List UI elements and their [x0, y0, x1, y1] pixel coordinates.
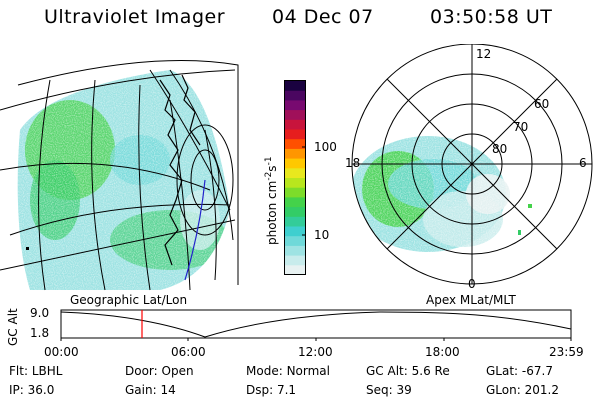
- colorbar-cell: [285, 235, 305, 246]
- status-label: Flt:: [9, 364, 28, 378]
- colorbar-cell: [285, 216, 305, 227]
- lat-lon-grid: [0, 69, 236, 291]
- status-value: 36.0: [27, 383, 55, 397]
- time-label: 03:50:58 UT: [430, 6, 553, 28]
- unit-exp1: -2: [264, 171, 274, 181]
- aurora-emission-polar: [352, 44, 592, 284]
- status-mode: Mode: Normal: [246, 364, 330, 378]
- altitude-ylabel: GC Alt: [6, 308, 20, 346]
- geographic-image-panel: [0, 60, 239, 291]
- colorbar-cell: [285, 138, 305, 149]
- geographic-panel-label: Geographic Lat/Lon: [70, 293, 188, 307]
- time-tick-0600: 06:00: [171, 345, 206, 359]
- colorbar-cell: [285, 158, 305, 169]
- unit-mid: s: [265, 165, 279, 172]
- colorbar-unit-label: photon cm-2s-1: [264, 156, 279, 245]
- colorbar-cell: [285, 119, 305, 130]
- colorbar-cell: [285, 80, 305, 91]
- aurora-emission-left: [17, 70, 230, 290]
- status-value: 7.1: [276, 383, 297, 397]
- unit-exp2: -1: [264, 156, 274, 166]
- status-value: Open: [161, 364, 194, 378]
- mlt-label-12: 12: [476, 47, 492, 61]
- colorbar-cell: [285, 99, 305, 111]
- time-tick-1200: 12:00: [298, 345, 333, 359]
- colorbar-cell: [285, 187, 305, 198]
- status-ip: IP: 36.0: [9, 383, 54, 397]
- status-label: Mode:: [246, 364, 283, 378]
- time-tick-0000: 00:00: [44, 345, 79, 359]
- mlat-label-80: 80: [492, 142, 508, 156]
- colorbar-cell: [285, 129, 305, 140]
- status-door: Door: Open: [125, 364, 194, 378]
- time-tick-1800: 18:00: [425, 345, 460, 359]
- status-seq: Seq: 39: [366, 383, 412, 397]
- status-glon: GLon: 201.2: [486, 383, 559, 397]
- status-value: Normal: [286, 364, 330, 378]
- colorbar-tick-100: 100: [314, 140, 337, 154]
- time-tick-2359: 23:59: [549, 345, 584, 359]
- status-label: Seq:: [366, 383, 393, 397]
- status-label: GLon:: [486, 383, 521, 397]
- colorbar-cell: [285, 255, 305, 266]
- pole-marker: [26, 247, 29, 250]
- colorbar-cell: [285, 148, 305, 159]
- apex-polar-plot: [351, 44, 593, 285]
- unit-base: photon cm: [265, 180, 279, 245]
- status-dsp: Dsp: 7.1: [246, 383, 296, 397]
- status-gc-alt: GC Alt: 5.6 Re: [366, 364, 450, 378]
- colorbar-cell: [285, 177, 305, 188]
- colorbar-cell: [285, 206, 305, 217]
- colorbar-cell: [285, 245, 305, 256]
- altitude-ytick-high: 9.0: [30, 306, 50, 320]
- colorbar-cell: [285, 90, 305, 101]
- status-value: LBHL: [31, 364, 63, 378]
- status-gain: Gain: 14: [125, 383, 176, 397]
- mlat-label-60: 60: [534, 97, 550, 111]
- altitude-ytick-low: 1.8: [30, 326, 50, 340]
- mlat-label-70: 70: [513, 120, 529, 134]
- colorbar-cell: [285, 264, 305, 275]
- mlt-label-0: 0: [468, 277, 476, 291]
- colorbar-tick-10: 10: [314, 228, 330, 242]
- status-value: 39: [396, 383, 412, 397]
- status-value: 14: [160, 383, 176, 397]
- colorbar: [284, 80, 306, 275]
- altitude-curve: [60, 311, 572, 338]
- coastline: [159, 74, 201, 266]
- colorbar-cell: [285, 226, 305, 237]
- status-label: GC Alt:: [366, 364, 408, 378]
- mlt-label-6: 6: [579, 156, 587, 170]
- status-label: Dsp:: [246, 383, 274, 397]
- status-label: GLat:: [486, 364, 519, 378]
- status-filter: Flt: LBHL: [9, 364, 62, 378]
- terminator-line: [184, 179, 206, 281]
- mlt-label-18: 18: [345, 156, 361, 170]
- polar-grid: [351, 44, 593, 285]
- status-label: Door:: [125, 364, 158, 378]
- colorbar-cell: [285, 167, 305, 178]
- status-value: 201.2: [524, 383, 559, 397]
- status-glat: GLat: -67.7: [486, 364, 553, 378]
- date-label: 04 Dec 07: [272, 6, 374, 28]
- instrument-title: Ultraviolet Imager: [44, 6, 226, 28]
- apex-panel-label: Apex MLat/MLT: [426, 293, 516, 307]
- altitude-timeline: [60, 309, 572, 341]
- status-value: -67.7: [521, 364, 553, 378]
- colorbar-cell: [285, 196, 305, 208]
- status-value: 5.6 Re: [411, 364, 450, 378]
- status-label: IP:: [9, 383, 24, 397]
- limb-outline: [17, 60, 239, 285]
- colorbar-cell: [285, 109, 305, 120]
- status-label: Gain:: [125, 383, 157, 397]
